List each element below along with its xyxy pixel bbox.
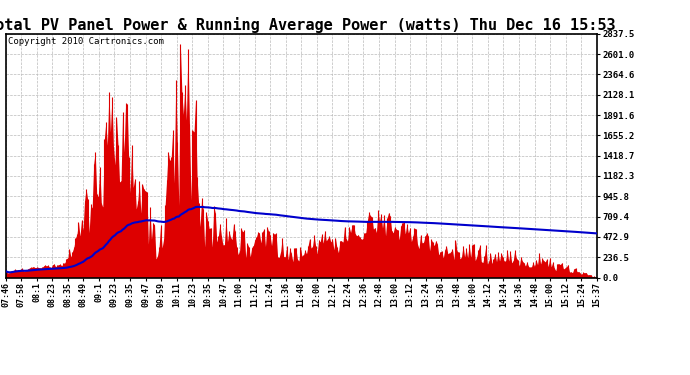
Text: Copyright 2010 Cartronics.com: Copyright 2010 Cartronics.com [8, 38, 164, 46]
Title: Total PV Panel Power & Running Average Power (watts) Thu Dec 16 15:53: Total PV Panel Power & Running Average P… [0, 16, 616, 33]
